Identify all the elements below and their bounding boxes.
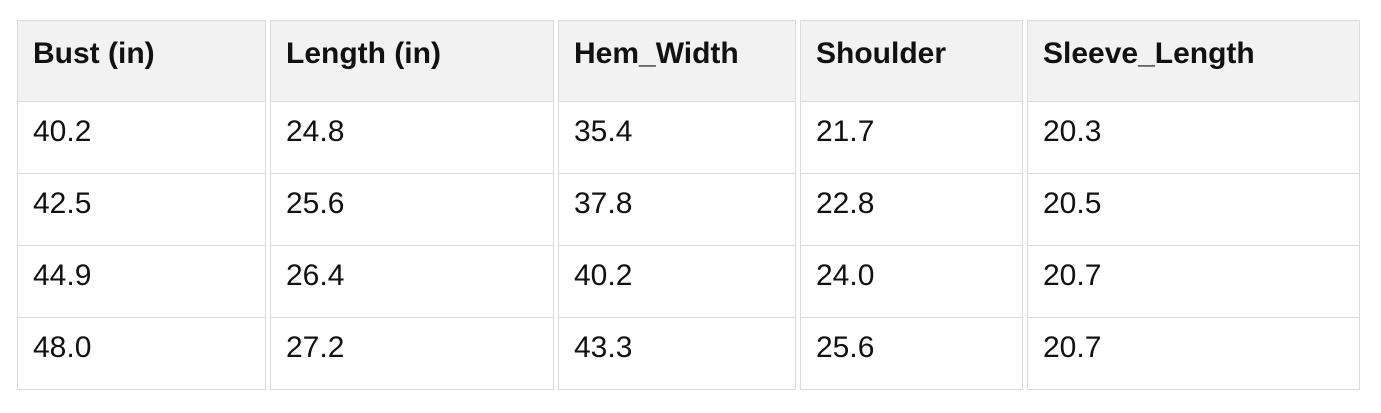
table-cell: 20.7 bbox=[1027, 246, 1360, 318]
table-cell: 43.3 bbox=[558, 318, 796, 390]
table-cell: 20.3 bbox=[1027, 102, 1360, 174]
table-cell: 20.7 bbox=[1027, 318, 1360, 390]
table-cell: 42.5 bbox=[17, 174, 266, 246]
table-row: 42.5 25.6 37.8 22.8 20.5 bbox=[17, 174, 1360, 246]
table-cell: 21.7 bbox=[800, 102, 1023, 174]
column-header-length: Length (in) bbox=[270, 20, 554, 102]
table-cell: 40.2 bbox=[17, 102, 266, 174]
table-cell: 48.0 bbox=[17, 318, 266, 390]
table-body: 40.2 24.8 35.4 21.7 20.3 42.5 25.6 37.8 … bbox=[17, 102, 1360, 390]
table-cell: 25.6 bbox=[270, 174, 554, 246]
table-cell: 27.2 bbox=[270, 318, 554, 390]
garment-measurements-table: Bust (in) Length (in) Hem_Width Shoulder… bbox=[13, 20, 1364, 390]
table-cell: 25.6 bbox=[800, 318, 1023, 390]
table-header: Bust (in) Length (in) Hem_Width Shoulder… bbox=[17, 20, 1360, 102]
table-row: 48.0 27.2 43.3 25.6 20.7 bbox=[17, 318, 1360, 390]
column-header-bust: Bust (in) bbox=[17, 20, 266, 102]
header-row: Bust (in) Length (in) Hem_Width Shoulder… bbox=[17, 20, 1360, 102]
column-header-sleeve-length: Sleeve_Length bbox=[1027, 20, 1360, 102]
table-cell: 22.8 bbox=[800, 174, 1023, 246]
table-cell: 20.5 bbox=[1027, 174, 1360, 246]
table-cell: 24.8 bbox=[270, 102, 554, 174]
table-cell: 37.8 bbox=[558, 174, 796, 246]
column-header-shoulder: Shoulder bbox=[800, 20, 1023, 102]
column-header-hem-width: Hem_Width bbox=[558, 20, 796, 102]
table-cell: 24.0 bbox=[800, 246, 1023, 318]
table-cell: 26.4 bbox=[270, 246, 554, 318]
table-cell: 35.4 bbox=[558, 102, 796, 174]
table-container: Bust (in) Length (in) Hem_Width Shoulder… bbox=[13, 20, 1364, 390]
table-cell: 44.9 bbox=[17, 246, 266, 318]
table-row: 44.9 26.4 40.2 24.0 20.7 bbox=[17, 246, 1360, 318]
table-row: 40.2 24.8 35.4 21.7 20.3 bbox=[17, 102, 1360, 174]
table-cell: 40.2 bbox=[558, 246, 796, 318]
